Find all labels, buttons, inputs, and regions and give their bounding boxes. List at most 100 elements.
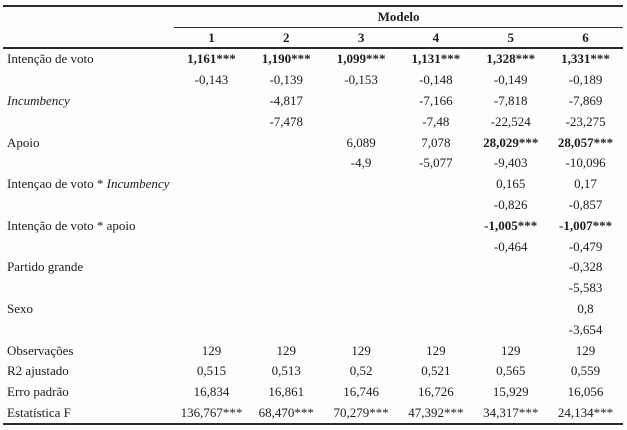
cell <box>324 236 399 257</box>
cell <box>174 174 249 195</box>
cell <box>324 278 399 299</box>
cell: 129 <box>500 342 521 358</box>
cell <box>174 278 249 299</box>
cell: -0,328 <box>568 259 603 275</box>
cell: 129 <box>575 342 596 358</box>
row-label-segment: Apoio <box>7 134 40 150</box>
cell: 68,470*** <box>258 404 314 420</box>
cell <box>249 299 324 320</box>
cell <box>174 195 249 216</box>
cell <box>174 215 249 236</box>
cell <box>473 299 548 320</box>
cell <box>324 319 399 340</box>
group-header-row: Modelo <box>3 6 623 28</box>
cell <box>398 278 473 299</box>
table-row: -0,464 -0,479 <box>3 236 623 257</box>
cell: -0,464 <box>493 238 528 254</box>
row-label: Intenção de voto * apoio <box>3 215 174 236</box>
cell <box>249 174 324 195</box>
row-label <box>3 70 174 91</box>
row-label: Observações <box>3 340 174 361</box>
cell: 16,834 <box>193 384 230 400</box>
cell: 1,328*** <box>486 51 536 67</box>
model-group-header: Modelo <box>174 6 623 28</box>
cell: 0,17 <box>574 176 597 192</box>
table-row: Observações 129 129 129 129 129 129 <box>3 340 623 361</box>
row-label <box>3 236 174 257</box>
cell <box>174 257 249 278</box>
column-header-1: 1 <box>174 27 249 49</box>
cell <box>398 215 473 236</box>
cell: -0,149 <box>493 72 528 88</box>
cell: -0,189 <box>568 72 603 88</box>
cell: -0,148 <box>419 72 453 88</box>
row-label-segment: Partido grande <box>7 259 84 275</box>
cell: 70,279*** <box>333 404 389 420</box>
cell <box>249 215 324 236</box>
cell <box>174 111 249 132</box>
cell: 1,131*** <box>411 51 461 67</box>
cell: 136,767*** <box>180 404 243 420</box>
row-label: Partido grande <box>3 257 174 278</box>
table-row: -4,9 -5,077 -9,403 -10,096 <box>3 153 623 174</box>
row-label-segment: R2 ajustado <box>7 363 69 379</box>
cell: -4,817 <box>269 92 304 108</box>
row-label <box>3 153 174 174</box>
cell: -5,077 <box>419 155 453 171</box>
regression-table: Modelo 1 2 3 4 5 6 Intenção de voto 1,161… <box>3 5 623 426</box>
table-row: -0,826 -0,857 <box>3 195 623 216</box>
column-header-6: 6 <box>548 27 623 49</box>
row-label-segment: Intenção de voto <box>7 51 94 67</box>
cell: -7,48 <box>422 113 450 129</box>
cell <box>324 91 399 112</box>
row-label: Intenção de voto <box>3 48 174 70</box>
cell <box>249 278 324 299</box>
cell: -0,826 <box>493 196 528 212</box>
table-row: Intenção de voto 1,161*** 1,190*** 1,099***… <box>3 48 623 70</box>
cell <box>324 111 399 132</box>
cell: -0,143 <box>194 72 229 88</box>
group-header-spacer <box>3 6 174 28</box>
cell: 0,515 <box>196 363 227 379</box>
cell: 16,746 <box>343 384 379 400</box>
cell <box>398 174 473 195</box>
cell: -5,583 <box>568 280 603 296</box>
cell: 1,331*** <box>561 51 610 67</box>
cell: -10,096 <box>565 155 606 171</box>
cell: -0,139 <box>269 72 304 88</box>
cell: -3,654 <box>568 321 603 337</box>
cell <box>398 257 473 278</box>
row-label: Erro padrão <box>3 382 174 403</box>
cell: 28,029*** <box>483 134 539 150</box>
cell <box>324 215 399 236</box>
column-header-5: 5 <box>473 27 549 49</box>
cell: 1,190*** <box>261 51 311 67</box>
cell <box>398 299 473 320</box>
row-label-segment: Observações <box>7 342 74 358</box>
table-row: -7,478 -7,48 -22,524 -23,275 <box>3 111 623 132</box>
table-body: Intenção de voto 1,161*** 1,190*** 1,099***… <box>3 48 623 424</box>
table-row: -0,143 -0,139 -0,153 -0,148 -0,149 -0,189 <box>3 70 623 91</box>
cell <box>398 195 473 216</box>
cell: -1,005*** <box>484 217 538 233</box>
cell: -1,007*** <box>559 217 613 233</box>
table-header: Modelo 1 2 3 4 5 6 <box>3 6 623 49</box>
column-header-row: 1 2 3 4 5 6 <box>3 27 623 49</box>
cell: -0,857 <box>568 196 603 212</box>
cell: 129 <box>276 342 297 358</box>
cell: -7,818 <box>493 92 528 108</box>
cell: 24,134*** <box>557 404 614 420</box>
cell <box>324 174 399 195</box>
cell: 1,099*** <box>336 51 386 67</box>
row-label-italic-segment: Incumbency <box>7 92 70 108</box>
cell: 129 <box>426 342 446 358</box>
table-row: Sexo 0,8 <box>3 299 623 320</box>
table-row: Erro padrão 16,834 16,861 16,746 16,726 15,92… <box>3 382 623 403</box>
column-header-2: 2 <box>248 27 324 49</box>
cell: 34,317*** <box>483 404 539 420</box>
row-label: R2 ajustado <box>3 361 174 382</box>
cell <box>249 195 324 216</box>
cell: -7,869 <box>568 92 603 108</box>
row-label: Intençao de voto * Incumbency <box>3 174 174 195</box>
